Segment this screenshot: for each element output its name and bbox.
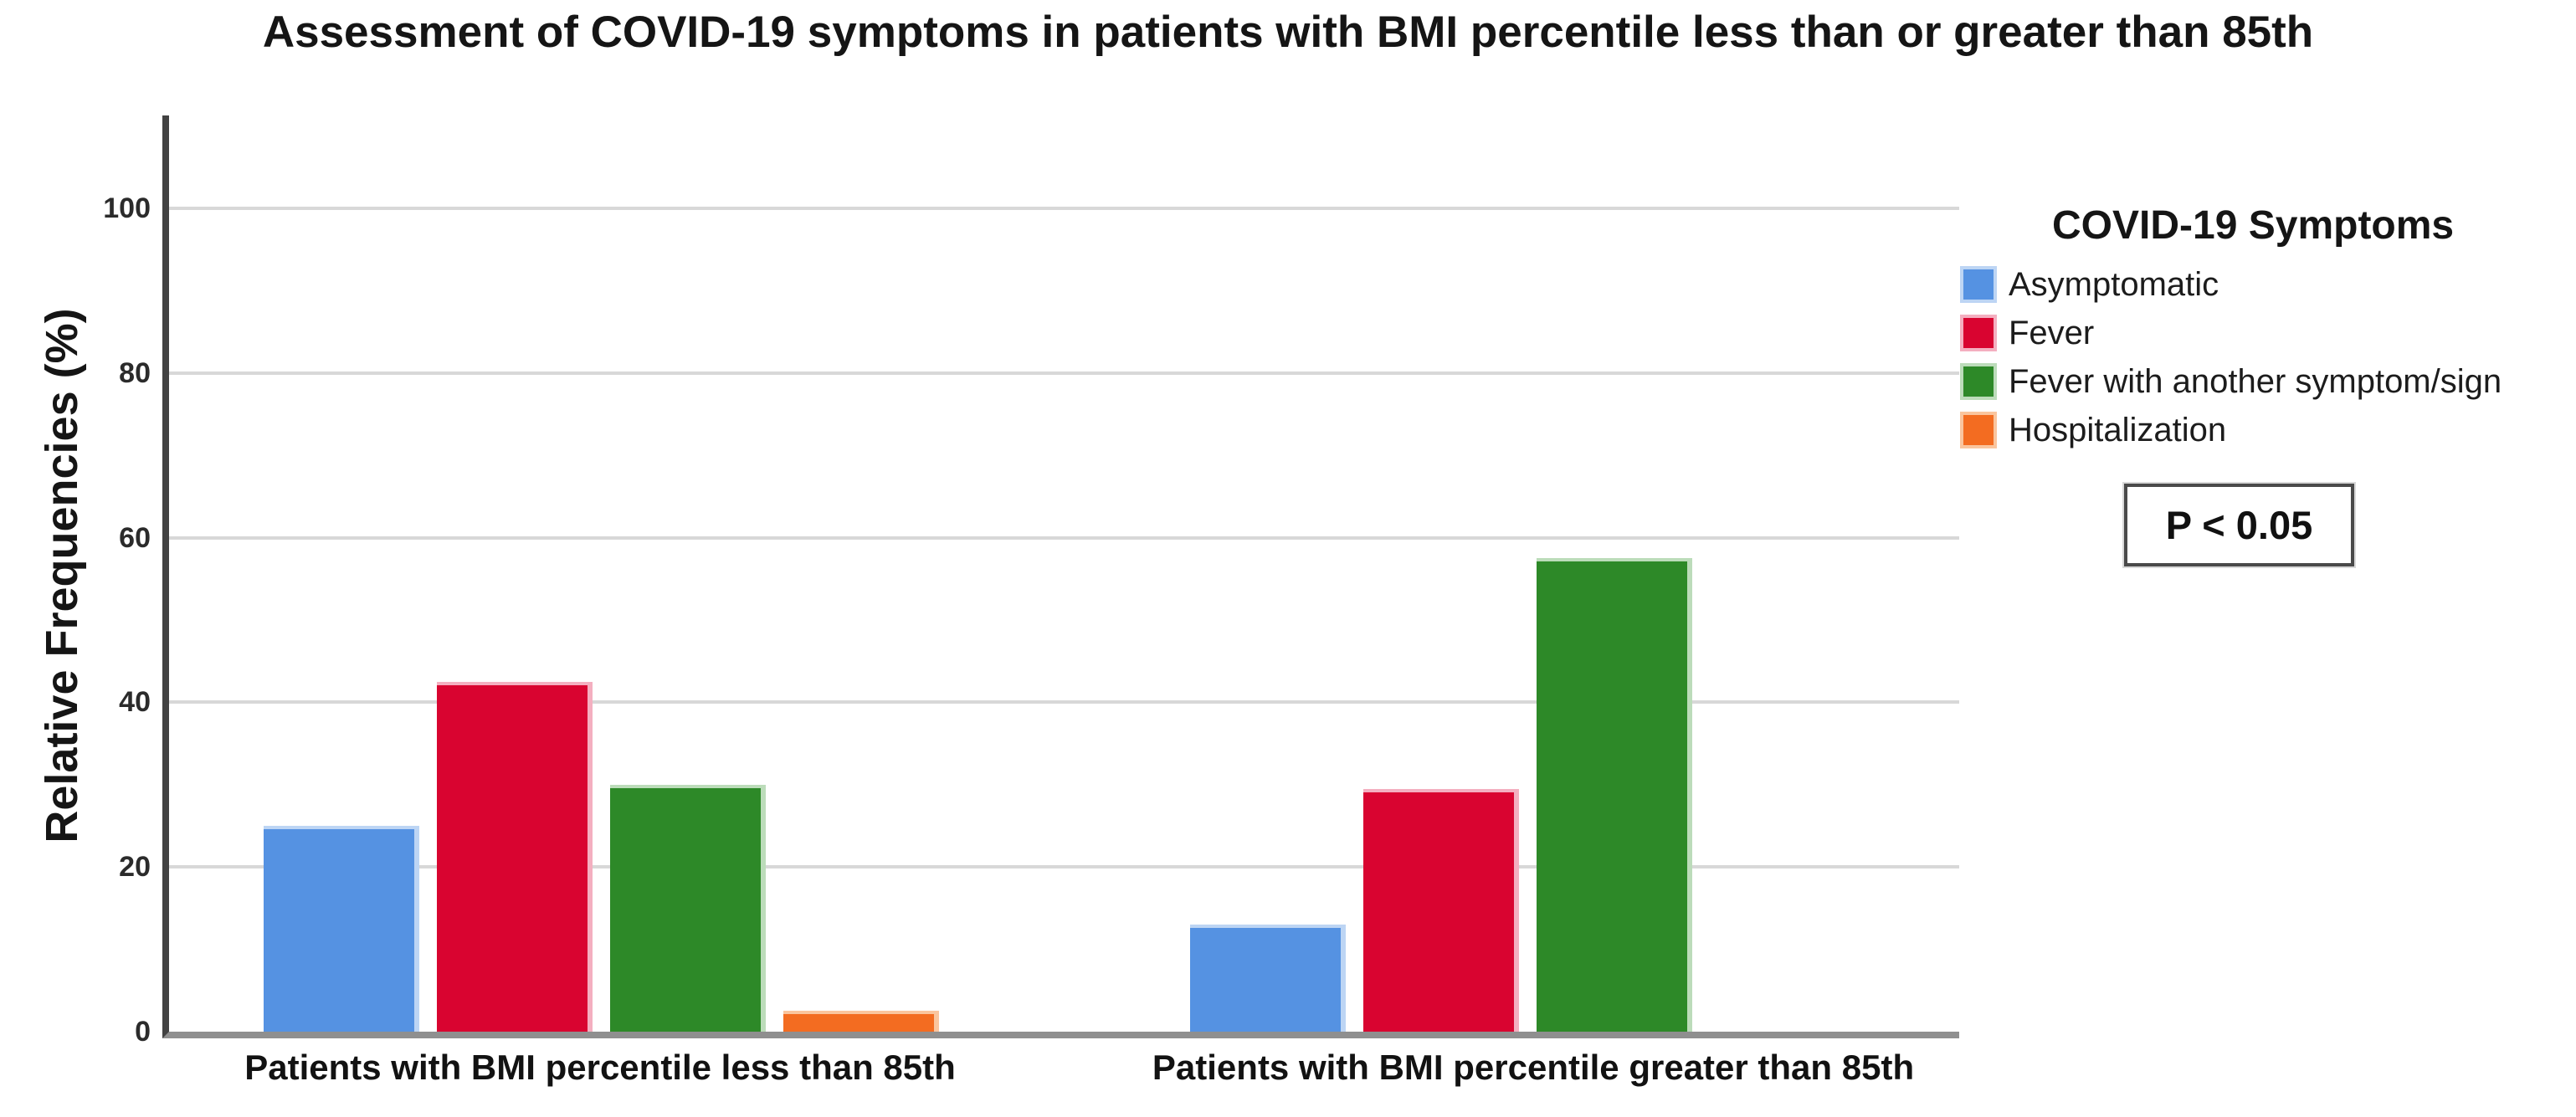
gridline-40 bbox=[169, 700, 1959, 705]
bar-group2-fever bbox=[1363, 789, 1519, 1032]
legend-item-fever-with-another-symptom-sign: Fever with another symptom/sign bbox=[1960, 357, 2546, 406]
legend-item-hospitalization: Hospitalization bbox=[1960, 406, 2546, 454]
legend-label: Hospitalization bbox=[2009, 411, 2227, 448]
legend-label: Fever with another symptom/sign bbox=[2009, 362, 2502, 400]
legend-item-fever: Fever bbox=[1960, 309, 2546, 357]
chart-title: Assessment of COVID-19 symptoms in patie… bbox=[262, 8, 2314, 57]
legend-swatch-icon bbox=[1960, 315, 1997, 351]
legend-swatch-icon bbox=[1960, 266, 1997, 303]
y-tick-label-20: 20 bbox=[119, 851, 151, 884]
legend-swatch-icon bbox=[1960, 412, 1997, 448]
bar-group1-fever bbox=[437, 682, 593, 1032]
bar-group2-fever-with-another-symptom-sign bbox=[1537, 558, 1692, 1032]
p-value-text: P < 0.05 bbox=[2165, 503, 2313, 547]
x-category-label-2: Patients with BMI percentile greater tha… bbox=[1152, 1048, 1915, 1087]
bar-group1-fever-with-another-symptom-sign bbox=[610, 785, 766, 1032]
plot-area bbox=[162, 115, 1959, 1038]
legend-item-asymptomatic: Asymptomatic bbox=[1960, 260, 2546, 309]
legend-label: Asymptomatic bbox=[2009, 265, 2219, 303]
legend-title: COVID-19 Symptoms bbox=[2052, 203, 2455, 248]
x-category-label-1: Patients with BMI percentile less than 8… bbox=[244, 1048, 956, 1087]
gridline-80 bbox=[169, 371, 1959, 375]
bar-group1-asymptomatic bbox=[264, 826, 419, 1032]
legend-label: Fever bbox=[2009, 314, 2095, 351]
legend: COVID-19 Symptoms Asymptomatic Fever Fever… bbox=[1960, 202, 2546, 454]
y-tick-label-80: 80 bbox=[119, 356, 151, 389]
legend-items: Asymptomatic Fever Fever with another symp… bbox=[1960, 260, 2546, 454]
y-tick-label-40: 40 bbox=[119, 686, 151, 719]
y-tick-label-0: 0 bbox=[135, 1016, 151, 1048]
y-tick-label-100: 100 bbox=[103, 192, 151, 224]
y-tick-label-60: 60 bbox=[119, 521, 151, 554]
gridline-100 bbox=[169, 207, 1959, 210]
bar-group1-hospitalization bbox=[783, 1011, 939, 1032]
bar-group2-asymptomatic bbox=[1190, 925, 1346, 1032]
gridline-60 bbox=[169, 535, 1959, 540]
gridline-20 bbox=[169, 865, 1959, 869]
legend-swatch-icon bbox=[1960, 363, 1997, 400]
p-value-box: P < 0.05 bbox=[2124, 484, 2354, 566]
